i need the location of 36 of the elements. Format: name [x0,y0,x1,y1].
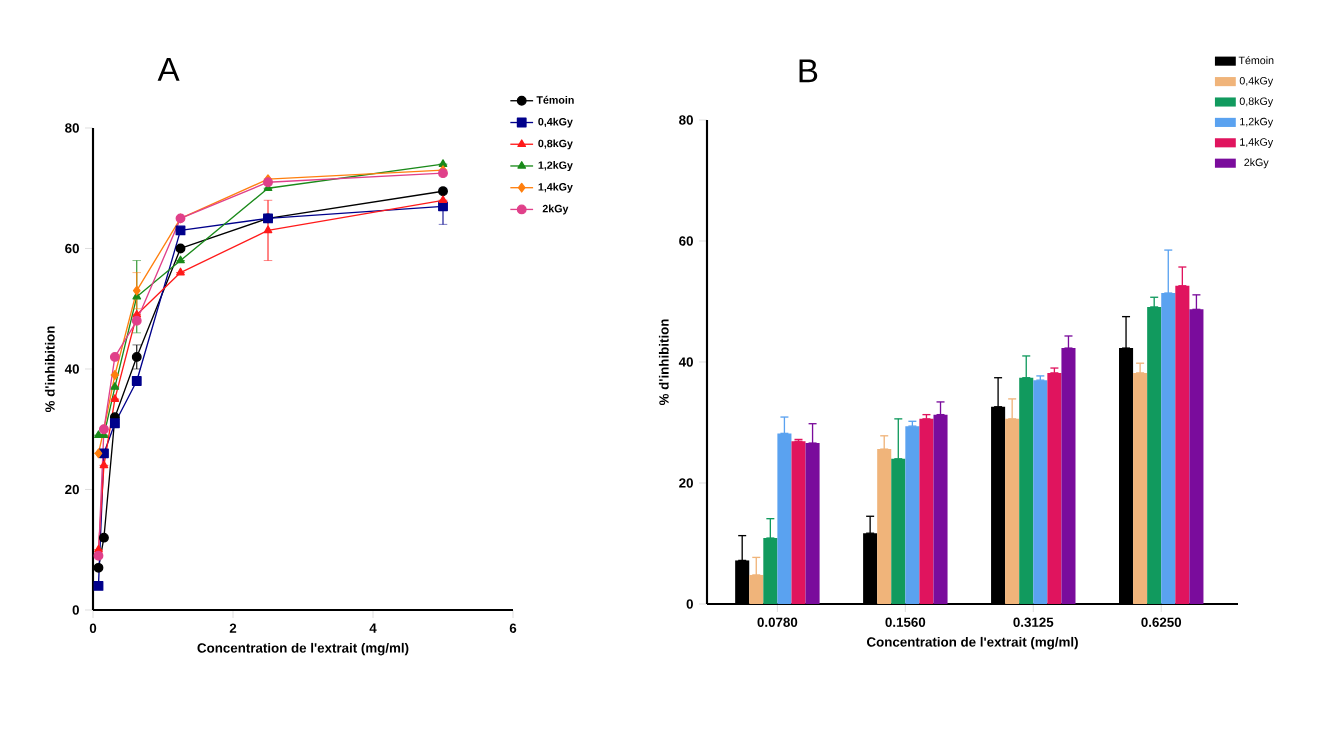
legend-label: 1,4kGy [538,182,573,193]
legend-label: Témoin [1238,56,1274,65]
y-tick-label: 20 [65,484,79,495]
x-axis-title: Concentration de l'extrait (mg/ml) [867,636,1078,650]
y-tick-label: 0 [686,599,693,609]
y-tick-label: 40 [678,357,693,367]
legend-label: 2kGy [1244,158,1269,169]
x-tick-label: 0 [89,623,97,633]
y-tick-label: 80 [65,123,79,133]
legend-label: 1,2kGy [538,161,573,172]
x-tick-label: 6 [509,623,517,633]
y-tick-label: 20 [679,478,693,488]
y-tick-label: 40 [64,364,79,374]
y-axis-title: % d'inhibition [44,326,55,413]
x-axis-title: Concentration de l'extrait (mg/ml) [197,642,409,656]
y-tick-label: 60 [679,236,693,246]
x-tick-label: 0.3125 [1013,617,1054,627]
x-tick-label: 0.6250 [1141,617,1182,627]
legend-label: Témoin [536,95,574,104]
chart-title: B [799,59,818,83]
y-tick-label: 80 [679,115,693,125]
x-tick-label: 4 [369,623,377,633]
x-tick-label: 2 [229,623,237,633]
x-tick-label: 0.0780 [757,617,798,627]
legend-label: 1,4kGy [1240,137,1274,148]
legend-label: 0,8kGy [1239,97,1274,108]
x-tick-label: 0.1560 [885,617,926,627]
legend-label: 0,4kGy [1239,76,1274,87]
y-tick-label: 60 [65,243,79,254]
legend-label: 2kGy [542,204,569,215]
legend-label: 0,4kGy [538,117,573,128]
y-tick-label: 0 [72,605,79,615]
chart-title: A [157,57,180,81]
legend-label: 1,2kGy [1240,117,1274,128]
y-axis-title: % d'inhibition [658,319,669,406]
legend-label: 0,8kGy [538,139,573,150]
